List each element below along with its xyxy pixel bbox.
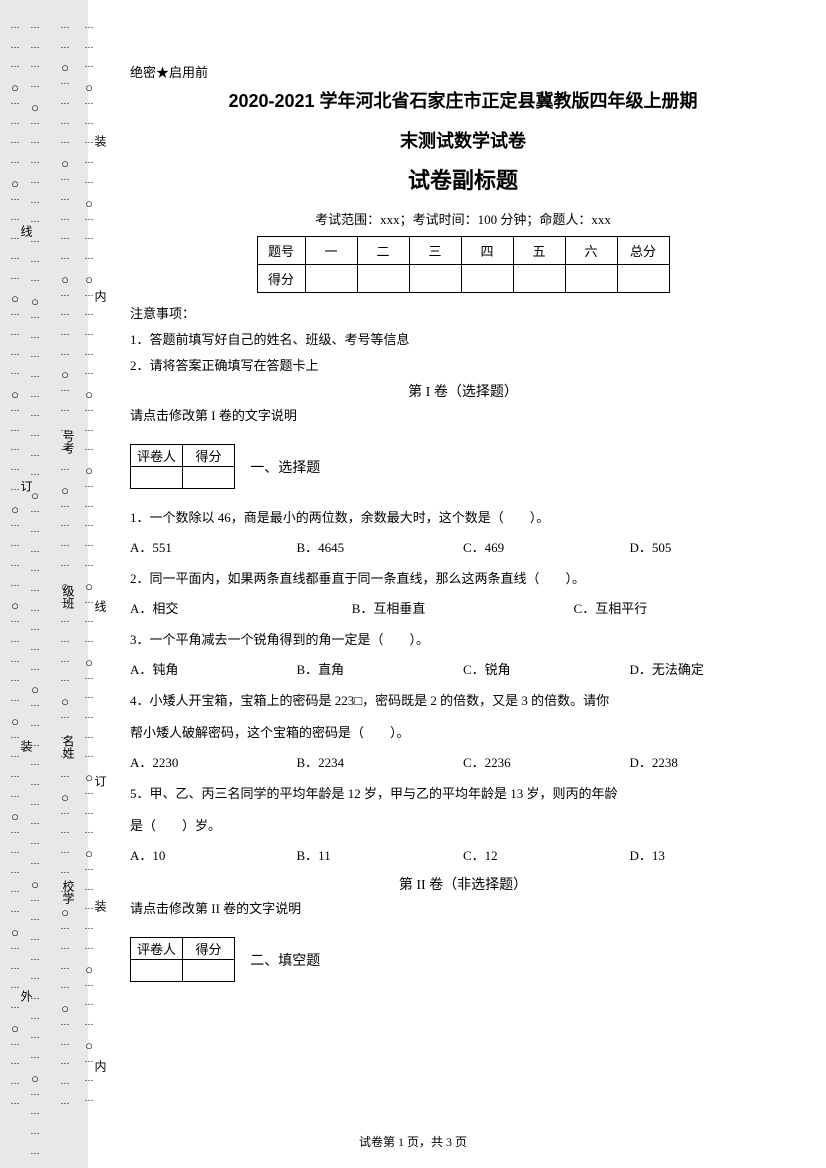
volume-2-note: 请点击修改第 II 卷的文字说明 xyxy=(130,898,796,917)
th-4: 四 xyxy=(461,237,513,265)
table-row xyxy=(131,960,235,982)
option-a: A．相交 xyxy=(130,598,352,617)
section-2-head: 评卷人 得分 二、填空题 xyxy=(130,937,796,982)
grade-table-1: 评卷人 得分 xyxy=(130,444,235,489)
option-c: C．锐角 xyxy=(463,659,630,678)
exam-info: 考试范围：xxx；考试时间：100 分钟；命题人：xxx xyxy=(130,209,796,228)
margin-label-zhuang: 装 xyxy=(92,135,109,147)
margin-label-xian2: 线 xyxy=(92,600,109,612)
option-c: C．2236 xyxy=(463,752,630,771)
table-row: 题号 一 二 三 四 五 六 总分 xyxy=(257,237,669,265)
volume-1-note: 请点击修改第 I 卷的文字说明 xyxy=(130,405,796,424)
td-blank xyxy=(357,265,409,293)
td-blank xyxy=(565,265,617,293)
table-row: 评卷人 得分 xyxy=(131,445,235,467)
exam-title-line2: 末测试数学试卷 xyxy=(130,127,796,153)
th-pjr: 评卷人 xyxy=(131,445,183,467)
question-3: 3．一个平角减去一个锐角得到的角一定是（ ）。 xyxy=(130,627,796,653)
question-1-options: A．551 B．4645 C．469 D．505 xyxy=(130,537,796,556)
td-blank xyxy=(617,265,669,293)
score-table: 题号 一 二 三 四 五 六 总分 得分 xyxy=(257,236,670,293)
option-a: A．10 xyxy=(130,845,297,864)
td-blank xyxy=(305,265,357,293)
question-2: 2．同一平面内，如果两条直线都垂直于同一条直线，那么这两条直线（ ）。 xyxy=(130,566,796,592)
margin-label-nei: 内 xyxy=(92,290,109,302)
th-1: 一 xyxy=(305,237,357,265)
td-blank xyxy=(131,960,183,982)
question-4-l2: 帮小矮人破解密码，这个宝箱的密码是（ ）。 xyxy=(130,720,796,746)
td-blank xyxy=(513,265,565,293)
margin-field-banji: 级班 xyxy=(60,585,77,609)
option-d: D．2238 xyxy=(630,752,797,771)
section-1-head: 评卷人 得分 一、选择题 xyxy=(130,444,796,489)
grade-table-2: 评卷人 得分 xyxy=(130,937,235,982)
td-blank xyxy=(183,467,235,489)
table-row xyxy=(131,467,235,489)
option-b: B．直角 xyxy=(297,659,464,678)
margin-field-kaohao: 号考 xyxy=(60,430,77,454)
th-6: 六 xyxy=(565,237,617,265)
th-df: 得分 xyxy=(183,938,235,960)
option-b: B．4645 xyxy=(297,537,464,556)
margin-label-xian: 线 xyxy=(18,225,35,237)
exam-subtitle: 试卷副标题 xyxy=(130,163,796,195)
question-5-l2: 是（ ）岁。 xyxy=(130,813,796,839)
section-1-title: 一、选择题 xyxy=(250,457,320,477)
option-a: A．551 xyxy=(130,537,297,556)
td-blank xyxy=(131,467,183,489)
volume-2-title: 第 II 卷（非选择题） xyxy=(130,874,796,894)
option-d: D．无法确定 xyxy=(630,659,797,678)
exam-title-line1: 2020-2021 学年河北省石家庄市正定县冀教版四年级上册期 xyxy=(130,87,796,113)
margin-label-ding: 订 xyxy=(18,480,35,492)
option-a: A．钝角 xyxy=(130,659,297,678)
margin-dots-3: ……○…………○……………○…………○……………○…………○……………○…………… xyxy=(58,0,72,1168)
notice-2: 2．请将答案正确填写在答题卡上 xyxy=(130,355,796,377)
margin-label-zhuang2: 装 xyxy=(18,740,35,752)
page-footer: 试卷第 1 页，共 3 页 xyxy=(0,1133,826,1150)
question-1: 1．一个数除以 46，商是最小的两位数，余数最大时，这个数是（ ）。 xyxy=(130,505,796,531)
volume-1-title: 第 I 卷（选择题） xyxy=(130,381,796,401)
option-b: B．互相垂直 xyxy=(352,598,574,617)
th-5: 五 xyxy=(513,237,565,265)
margin-dots-4: ………○……………○………○……………○………○……………○………○……………○… xyxy=(82,0,96,1168)
margin-label-wai: 外 xyxy=(18,990,35,1002)
option-c: C．互相平行 xyxy=(574,598,796,617)
option-c: C．12 xyxy=(463,845,630,864)
th-df: 得分 xyxy=(183,445,235,467)
td-blank xyxy=(183,960,235,982)
table-row: 评卷人 得分 xyxy=(131,938,235,960)
th-pjr: 评卷人 xyxy=(131,938,183,960)
notice-heading: 注意事项： xyxy=(130,303,796,325)
question-5-options: A．10 B．11 C．12 D．13 xyxy=(130,845,796,864)
option-c: C．469 xyxy=(463,537,630,556)
question-5-l1: 5．甲、乙、丙三名同学的平均年龄是 12 岁，甲与乙的平均年龄是 13 岁，则丙… xyxy=(130,781,796,807)
th-total: 总分 xyxy=(617,237,669,265)
section-2-title: 二、填空题 xyxy=(250,950,320,970)
th-3: 三 xyxy=(409,237,461,265)
option-d: D．13 xyxy=(630,845,797,864)
td-defen: 得分 xyxy=(257,265,305,293)
margin-field-xuexiao: 校学 xyxy=(60,880,77,904)
th-2: 二 xyxy=(357,237,409,265)
page-content: 绝密★启用前 2020-2021 学年河北省石家庄市正定县冀教版四年级上册期 末… xyxy=(130,62,796,998)
margin-label-nei2: 内 xyxy=(92,1060,109,1072)
notice-1: 1．答题前填写好自己的姓名、班级、考号等信息 xyxy=(130,329,796,351)
option-b: B．11 xyxy=(297,845,464,864)
option-d: D．505 xyxy=(630,537,797,556)
td-blank xyxy=(461,265,513,293)
margin-label-ding2: 订 xyxy=(92,775,109,787)
td-blank xyxy=(409,265,461,293)
option-b: B．2234 xyxy=(297,752,464,771)
th-tihao: 题号 xyxy=(257,237,305,265)
margin-field-xingming: 名姓 xyxy=(60,735,77,759)
secret-label: 绝密★启用前 xyxy=(130,62,796,81)
question-3-options: A．钝角 B．直角 C．锐角 D．无法确定 xyxy=(130,659,796,678)
question-2-options: A．相交 B．互相垂直 C．互相平行 xyxy=(130,598,796,617)
margin-label-zhuang3: 装 xyxy=(92,900,109,912)
table-row: 得分 xyxy=(257,265,669,293)
option-a: A．2230 xyxy=(130,752,297,771)
question-4-l1: 4．小矮人开宝箱，宝箱上的密码是 223□，密码既是 2 的倍数，又是 3 的倍… xyxy=(130,688,796,714)
question-4-options: A．2230 B．2234 C．2236 D．2238 xyxy=(130,752,796,771)
